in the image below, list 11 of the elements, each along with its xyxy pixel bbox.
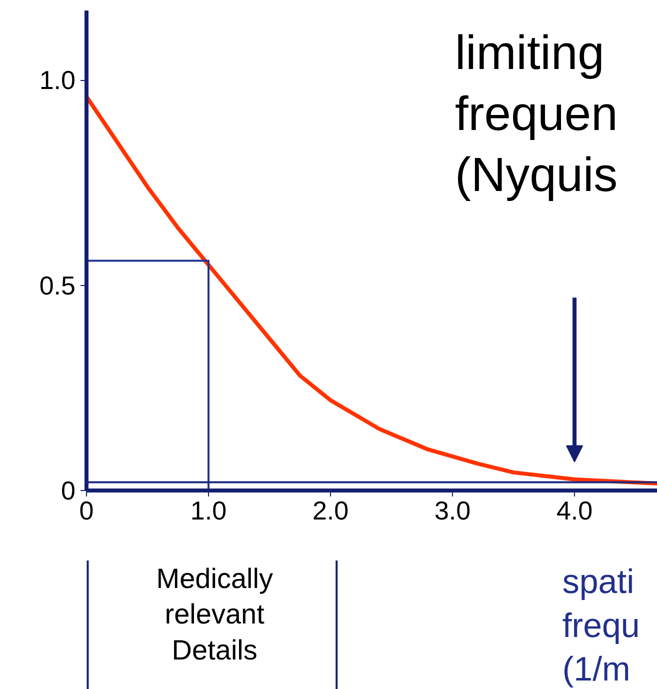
annotation: limiting frequen (Nyquis (454, 26, 618, 202)
y-tick-label: 0.5 (39, 270, 76, 300)
x-tick-label: 1.0 (190, 496, 227, 526)
y-tick-label: 1.0 (39, 65, 76, 96)
text: Medically relevant Details (156, 563, 273, 666)
x-tick-label: 3.0 (434, 496, 471, 526)
x-tick-label: 2.0 (312, 496, 349, 526)
text: spati frequ (1/m (562, 563, 640, 688)
x-tick-label: 4.0 (556, 496, 593, 526)
y-tick-label: 0 (61, 476, 76, 506)
line-series (86, 94, 657, 486)
